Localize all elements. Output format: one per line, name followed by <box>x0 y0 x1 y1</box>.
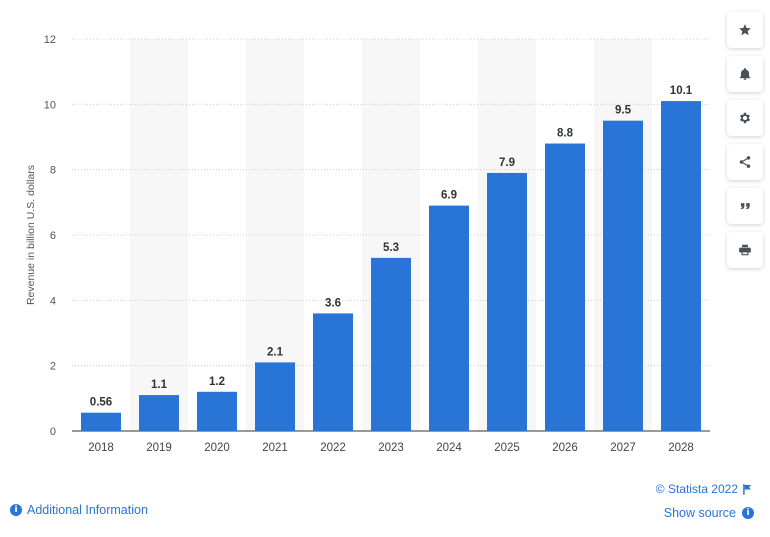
share-button[interactable] <box>727 144 763 180</box>
bar-2024[interactable] <box>429 205 469 431</box>
favorite-button[interactable] <box>727 12 763 48</box>
y-tick-label: 8 <box>50 165 56 177</box>
info-icon: i <box>10 504 22 516</box>
y-axis-ticks: 0 2 4 6 8 10 12 <box>44 34 56 438</box>
x-tick-label: 2021 <box>262 442 288 454</box>
bell-icon <box>739 67 751 80</box>
additional-information-link[interactable]: i Additional Information <box>10 503 148 517</box>
bar-2019[interactable] <box>139 395 179 431</box>
y-tick-label: 4 <box>50 295 56 307</box>
value-label: 10.1 <box>670 85 693 97</box>
y-tick-label: 2 <box>50 361 56 373</box>
x-tick-label: 2024 <box>436 442 462 454</box>
value-label: 5.3 <box>383 242 399 254</box>
bar-2027[interactable] <box>603 120 643 432</box>
value-label: 2.1 <box>267 346 284 358</box>
x-tick-label: 2019 <box>146 442 172 454</box>
x-tick-label: 2022 <box>320 442 346 454</box>
value-label: 7.9 <box>499 157 515 169</box>
star-icon <box>739 24 751 36</box>
x-tick-label: 2026 <box>552 442 578 454</box>
value-labels: 0.56 1.1 1.2 2.1 3.6 5.3 6.9 7.9 8.8 9.5 10.1 <box>90 85 693 409</box>
bar-2023[interactable] <box>371 257 411 431</box>
value-label: 9.5 <box>615 105 632 117</box>
show-source-label: Show source <box>663 506 736 520</box>
x-tick-label: 2027 <box>610 442 636 454</box>
y-axis-label: Revenue in billion U.S. dollars <box>25 165 37 305</box>
bar-2018[interactable] <box>81 412 121 431</box>
bar-chart: 0 2 4 6 8 10 12 0.56 1.1 1.2 2.1 3.6 5.3 6.9 7.9 8.8 9.… <box>25 34 710 454</box>
x-axis-ticks: 2018 2019 2020 2021 2022 2023 2024 2025 2026 2027… <box>88 442 694 454</box>
settings-button[interactable] <box>727 100 763 136</box>
share-icon <box>739 156 751 168</box>
bar-2022[interactable] <box>313 313 353 431</box>
bar-2021[interactable] <box>255 362 295 431</box>
quote-icon <box>740 203 750 209</box>
bar-2025[interactable] <box>487 172 527 431</box>
value-label: 3.6 <box>325 297 341 309</box>
y-tick-label: 6 <box>50 230 56 242</box>
statista-credit[interactable]: © Statista 2022 <box>656 482 752 496</box>
x-tick-label: 2028 <box>668 442 694 454</box>
toolbar <box>727 12 763 276</box>
additional-information-label: Additional Information <box>27 503 148 517</box>
y-tick-label: 12 <box>44 34 56 46</box>
value-label: 1.1 <box>151 379 168 391</box>
bar-2028[interactable] <box>661 101 701 432</box>
value-label: 6.9 <box>441 190 457 202</box>
value-label: 8.8 <box>557 128 574 140</box>
credit-label: © Statista 2022 <box>655 482 738 496</box>
cite-button[interactable] <box>727 188 763 224</box>
y-tick-label: 0 <box>50 426 56 438</box>
value-label: 0.56 <box>90 397 112 409</box>
x-tick-label: 2025 <box>494 442 520 454</box>
x-tick-label: 2023 <box>378 442 404 454</box>
show-source-link[interactable]: Show source i <box>664 506 754 520</box>
bar-2020[interactable] <box>197 391 237 431</box>
info-icon: i <box>742 507 754 519</box>
bar-2026[interactable] <box>545 143 585 432</box>
value-label: 1.2 <box>209 376 225 388</box>
notification-button[interactable] <box>727 56 763 92</box>
x-tick-label: 2018 <box>88 442 114 454</box>
print-button[interactable] <box>727 232 763 268</box>
flag-icon <box>743 483 751 495</box>
bars <box>81 101 701 432</box>
x-tick-label: 2020 <box>204 442 230 454</box>
gear-icon <box>739 112 751 124</box>
print-icon <box>739 244 751 256</box>
y-tick-label: 10 <box>44 99 56 111</box>
